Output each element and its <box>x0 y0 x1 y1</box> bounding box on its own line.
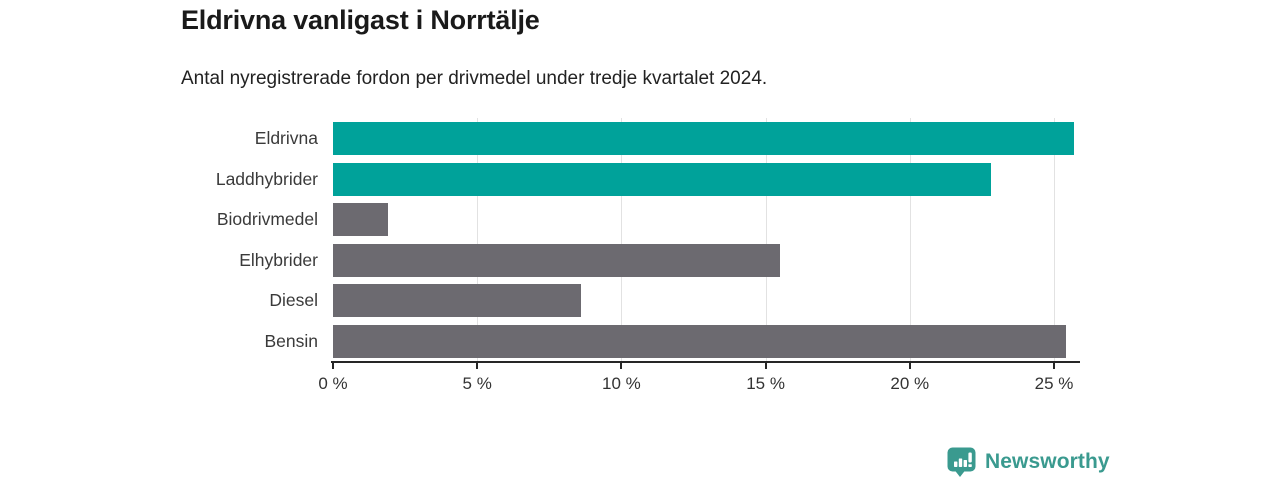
bar-bensin <box>333 324 1066 358</box>
plot-area <box>333 118 1080 361</box>
x-tick-label-15: 15 % <box>746 374 785 393</box>
gridline-15 <box>765 118 767 361</box>
x-tick-label-20: 20 % <box>890 374 930 393</box>
newsworthy-logo: Newsworthy <box>946 446 1110 478</box>
category-label-diesel: Diesel <box>269 290 318 310</box>
gridline-5 <box>477 118 479 361</box>
x-tick-label-5: 5 % <box>462 374 492 393</box>
x-tick-label-25: 25 % <box>1034 374 1074 393</box>
bar-elhybrider <box>333 243 781 277</box>
category-label-elhybrider: Elhybrider <box>239 249 318 270</box>
category-label-biodrivmedel: Biodrivmedel <box>216 209 318 229</box>
gridline-20 <box>909 118 911 361</box>
category-label-bensin: Bensin <box>264 330 318 351</box>
x-tick-10 <box>620 363 623 369</box>
gridline-25 <box>1054 118 1055 361</box>
x-tick-5 <box>476 363 479 369</box>
category-label-laddhybrider: Laddhybrider <box>215 168 318 189</box>
newsworthy-logo-icon <box>947 447 976 477</box>
chart-title: Eldrivna vanligast i Norrtälje <box>181 5 540 35</box>
bar-laddhybrider <box>333 162 991 196</box>
x-tick-label-0: 0 % <box>318 374 348 393</box>
bar-diesel <box>333 284 582 317</box>
x-tick-20 <box>908 363 911 369</box>
bar-biodrivmedel <box>333 203 388 236</box>
gridline-10 <box>621 118 623 361</box>
x-tick-15 <box>764 363 767 369</box>
x-tick-25 <box>1053 363 1055 369</box>
bar-eldrivna <box>333 122 1075 155</box>
x-tick-label-10: 10 % <box>602 374 641 393</box>
category-label-eldrivna: Eldrivna <box>254 128 318 148</box>
x-tick-0 <box>332 363 334 369</box>
chart-subtitle: Antal nyregistrerade fordon per drivmede… <box>181 68 768 89</box>
newsworthy-logo-text: Newsworthy <box>985 450 1110 473</box>
x-axis-line <box>331 361 1080 363</box>
